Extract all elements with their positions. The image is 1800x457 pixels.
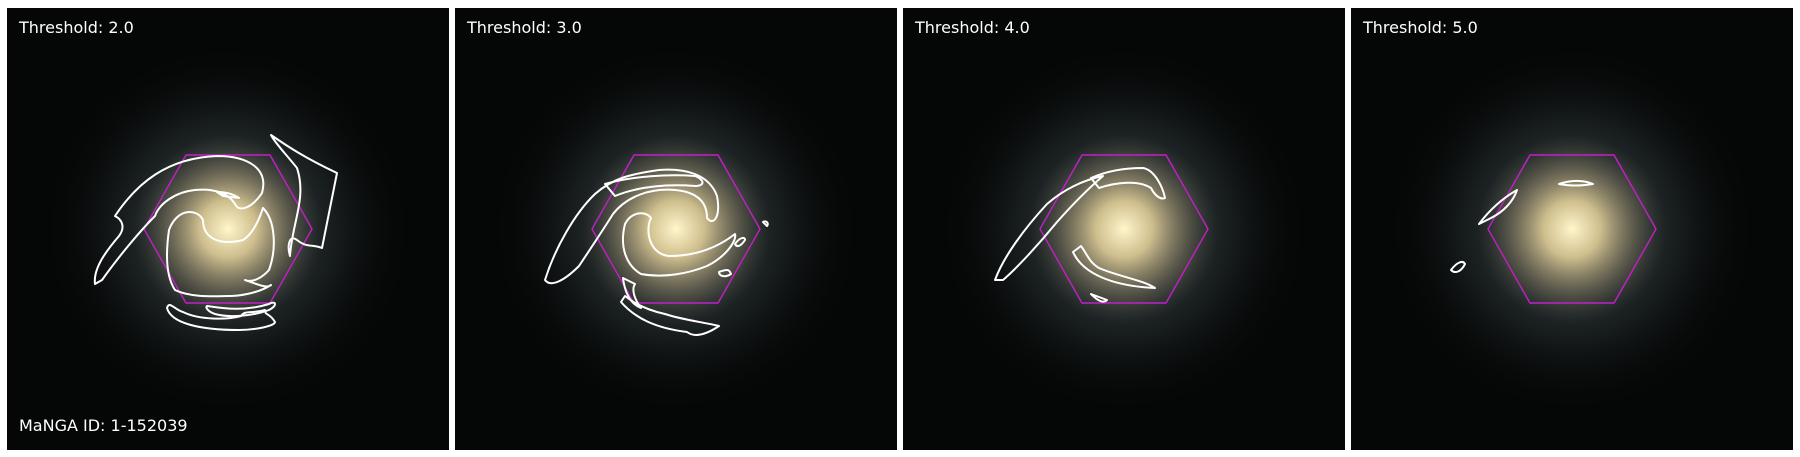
contour	[762, 220, 769, 227]
contour	[166, 207, 275, 298]
contour	[622, 277, 642, 309]
spiral-arm-contours	[1450, 180, 1594, 273]
contour	[718, 269, 732, 278]
galaxy-core	[133, 134, 323, 324]
galaxy-core	[1029, 134, 1219, 324]
contour	[1478, 189, 1518, 225]
galaxy-image	[934, 39, 1314, 419]
galaxy-id-label: MaNGA ID: 1-152039	[19, 416, 188, 435]
contour	[166, 303, 276, 331]
contour	[1090, 167, 1166, 200]
galaxy-panel-threshold-3: Threshold: 3.0	[455, 8, 897, 450]
contour	[205, 301, 276, 318]
contour	[1090, 293, 1108, 303]
threshold-label: Threshold: 4.0	[915, 18, 1030, 37]
galaxy-core	[1477, 134, 1667, 324]
contour	[1558, 180, 1594, 187]
galaxy-image	[486, 39, 866, 419]
galaxy-core	[581, 134, 771, 324]
galaxy-image	[38, 39, 418, 419]
threshold-label: Threshold: 3.0	[467, 18, 582, 37]
contour	[994, 175, 1104, 281]
spiral-arm-contours	[93, 134, 338, 331]
contour	[620, 295, 720, 336]
galaxy-panel-threshold-2: Threshold: 2.0 MaNGA ID: 1-152039	[7, 8, 449, 450]
galaxy-panel-threshold-5: Threshold: 5.0	[1351, 8, 1793, 450]
galaxy-panel-threshold-4: Threshold: 4.0	[903, 8, 1345, 450]
contour	[544, 168, 719, 285]
contour	[270, 134, 338, 257]
contour	[1450, 261, 1466, 273]
contour	[93, 155, 265, 285]
ifu-hexagon	[1039, 154, 1209, 304]
spiral-arm-contours	[994, 167, 1166, 303]
threshold-label: Threshold: 5.0	[1363, 18, 1478, 37]
spiral-arm-contours	[544, 168, 769, 336]
galaxy-image	[1382, 39, 1762, 419]
threshold-label: Threshold: 2.0	[19, 18, 134, 37]
contour	[1072, 245, 1156, 289]
contour	[734, 236, 746, 248]
contour	[622, 212, 737, 277]
ifu-hexagon	[1487, 154, 1657, 304]
contour	[604, 174, 704, 197]
contour	[216, 191, 240, 199]
ifu-hexagon	[591, 154, 761, 304]
